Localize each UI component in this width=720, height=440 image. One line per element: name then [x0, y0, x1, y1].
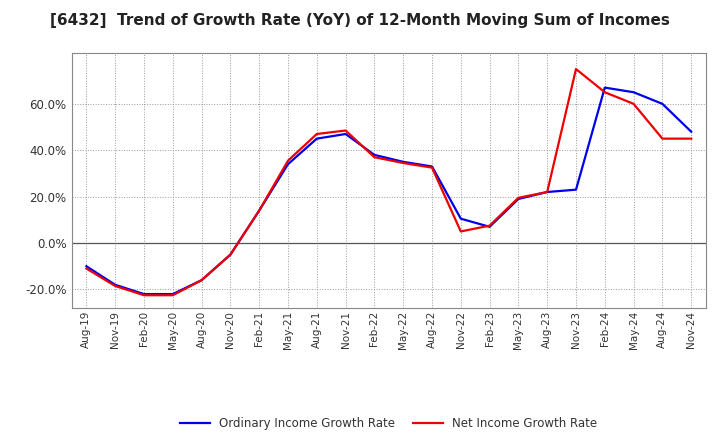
- Ordinary Income Growth Rate: [572, 187, 580, 192]
- Net Income Growth Rate: [485, 223, 494, 228]
- Ordinary Income Growth Rate: [168, 291, 177, 297]
- Net Income Growth Rate: [140, 293, 148, 298]
- Ordinary Income Growth Rate: [399, 159, 408, 165]
- Line: Ordinary Income Growth Rate: Ordinary Income Growth Rate: [86, 88, 691, 294]
- Net Income Growth Rate: [168, 293, 177, 298]
- Text: [6432]  Trend of Growth Rate (YoY) of 12-Month Moving Sum of Incomes: [6432] Trend of Growth Rate (YoY) of 12-…: [50, 13, 670, 28]
- Ordinary Income Growth Rate: [543, 189, 552, 194]
- Net Income Growth Rate: [543, 189, 552, 194]
- Ordinary Income Growth Rate: [226, 252, 235, 257]
- Net Income Growth Rate: [428, 165, 436, 170]
- Ordinary Income Growth Rate: [658, 101, 667, 106]
- Net Income Growth Rate: [255, 208, 264, 213]
- Net Income Growth Rate: [687, 136, 696, 141]
- Ordinary Income Growth Rate: [197, 278, 206, 283]
- Net Income Growth Rate: [514, 195, 523, 201]
- Ordinary Income Growth Rate: [140, 291, 148, 297]
- Ordinary Income Growth Rate: [82, 264, 91, 269]
- Ordinary Income Growth Rate: [255, 208, 264, 213]
- Net Income Growth Rate: [226, 252, 235, 257]
- Net Income Growth Rate: [399, 160, 408, 165]
- Ordinary Income Growth Rate: [687, 129, 696, 134]
- Ordinary Income Growth Rate: [629, 90, 638, 95]
- Ordinary Income Growth Rate: [456, 216, 465, 221]
- Net Income Growth Rate: [82, 266, 91, 271]
- Net Income Growth Rate: [629, 101, 638, 106]
- Net Income Growth Rate: [284, 158, 292, 163]
- Net Income Growth Rate: [600, 90, 609, 95]
- Net Income Growth Rate: [197, 278, 206, 283]
- Ordinary Income Growth Rate: [284, 161, 292, 167]
- Ordinary Income Growth Rate: [600, 85, 609, 90]
- Net Income Growth Rate: [312, 132, 321, 137]
- Net Income Growth Rate: [658, 136, 667, 141]
- Line: Net Income Growth Rate: Net Income Growth Rate: [86, 69, 691, 295]
- Net Income Growth Rate: [370, 154, 379, 160]
- Ordinary Income Growth Rate: [370, 152, 379, 158]
- Legend: Ordinary Income Growth Rate, Net Income Growth Rate: Ordinary Income Growth Rate, Net Income …: [176, 412, 602, 435]
- Ordinary Income Growth Rate: [111, 282, 120, 287]
- Ordinary Income Growth Rate: [514, 196, 523, 202]
- Ordinary Income Growth Rate: [341, 132, 350, 137]
- Net Income Growth Rate: [341, 128, 350, 133]
- Ordinary Income Growth Rate: [485, 224, 494, 229]
- Ordinary Income Growth Rate: [428, 164, 436, 169]
- Net Income Growth Rate: [456, 229, 465, 234]
- Net Income Growth Rate: [572, 66, 580, 72]
- Net Income Growth Rate: [111, 283, 120, 289]
- Ordinary Income Growth Rate: [312, 136, 321, 141]
